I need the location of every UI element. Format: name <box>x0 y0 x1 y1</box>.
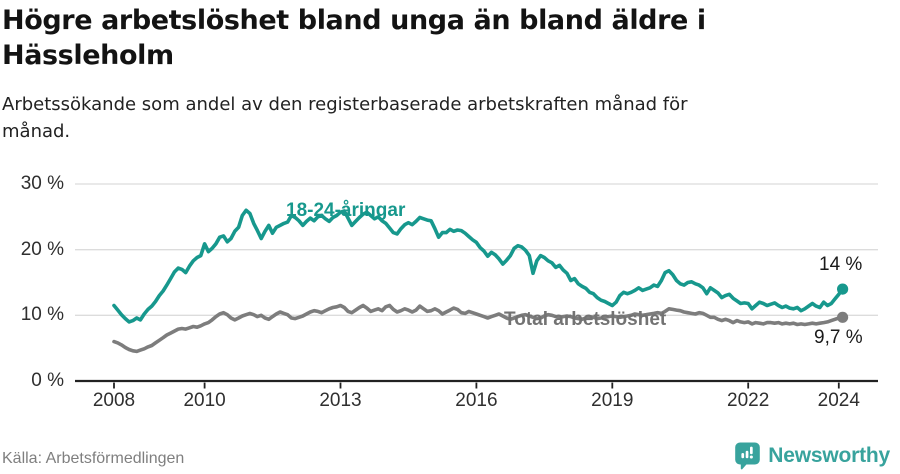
x-axis-tick-label: 2008 <box>92 390 136 411</box>
newsworthy-logo-icon <box>735 442 761 470</box>
series-label-total: Total arbetslöshet <box>504 309 667 330</box>
page-subtitle: Arbetssökande som andel av den registerb… <box>2 91 862 145</box>
series-line-18-24-ringar <box>112 208 845 324</box>
page-subtitle-line-1: Arbetssökande som andel av den registerb… <box>2 94 688 115</box>
end-value-label-young: 14 % <box>819 254 863 275</box>
x-axis-tick-label: 2016 <box>455 390 498 411</box>
end-value-label-total: 9,7 % <box>814 327 863 348</box>
page-subtitle-line-2: månad. <box>2 121 71 142</box>
x-axis-tick-label: 2019 <box>591 390 634 411</box>
newsworthy-brand: Newsworthy <box>734 441 890 470</box>
brand-name-text: Newsworthy <box>768 443 890 467</box>
logo-bar-short <box>741 453 745 459</box>
logo-exclamation-dot <box>750 455 754 459</box>
x-axis-tick-label: 2013 <box>319 390 362 411</box>
logo-bar-medium <box>745 450 749 459</box>
page-title-line-2: Hässleholm <box>2 40 174 71</box>
series-label-young: 18-24-åringar <box>286 200 406 221</box>
source-attribution: Källa: Arbetsförmedlingen <box>2 450 185 467</box>
series-endpoint-dot <box>837 283 849 295</box>
x-axis-tick-label: 2022 <box>727 390 770 411</box>
y-axis-tick-label: 30 % <box>20 172 64 194</box>
page-title: Högre arbetslöshet bland unga än bland ä… <box>2 3 862 73</box>
x-axis-tick-label: 2024 <box>817 390 860 411</box>
page-title-line-1: Högre arbetslöshet bland unga än bland ä… <box>2 5 706 36</box>
y-axis-tick-label: 20 % <box>20 238 64 260</box>
series-line-total-arbetsl-shet <box>112 303 845 354</box>
x-axis-tick-label: 2010 <box>183 390 226 411</box>
y-axis-tick-label: 10 % <box>20 304 64 326</box>
series-endpoint-dot <box>837 311 849 323</box>
logo-exclamation-bar <box>750 446 753 455</box>
y-axis-tick-label: 0 % <box>31 370 64 391</box>
